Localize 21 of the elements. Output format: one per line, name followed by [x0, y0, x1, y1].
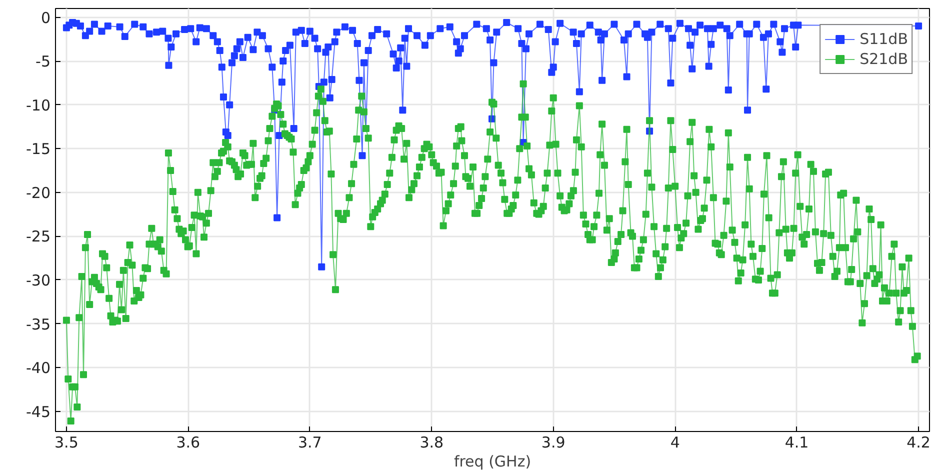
legend-label: S11dB — [860, 30, 908, 48]
y-tick-label: -35 — [26, 315, 50, 334]
y-tick-label: 0 — [40, 8, 51, 27]
y-tick-label: -20 — [26, 184, 50, 202]
y-tick-label: -25 — [26, 228, 50, 246]
legend-label: S21dB — [860, 50, 908, 68]
y-tick-label: -45 — [26, 402, 50, 421]
y-tick-label: -40 — [26, 359, 50, 378]
x-tick-label: 3.9 — [541, 434, 566, 452]
x-tick-label: 3.5 — [54, 434, 78, 452]
x-axis-title: freq (GHz) — [454, 452, 532, 470]
x-tick-label: 3.7 — [298, 434, 322, 452]
x-tick-label: 3.8 — [420, 434, 444, 452]
x-tick-label: 4.2 — [906, 434, 930, 452]
y-tick-label: -15 — [26, 140, 50, 158]
x-tick-label: 3.6 — [176, 434, 200, 452]
x-tick-label: 4.1 — [784, 434, 809, 452]
y-tick-label: -30 — [26, 271, 50, 290]
y-tick-label: -10 — [26, 96, 50, 114]
y-tick-label: -5 — [36, 52, 51, 71]
x-tick-label: 4 — [670, 434, 680, 452]
